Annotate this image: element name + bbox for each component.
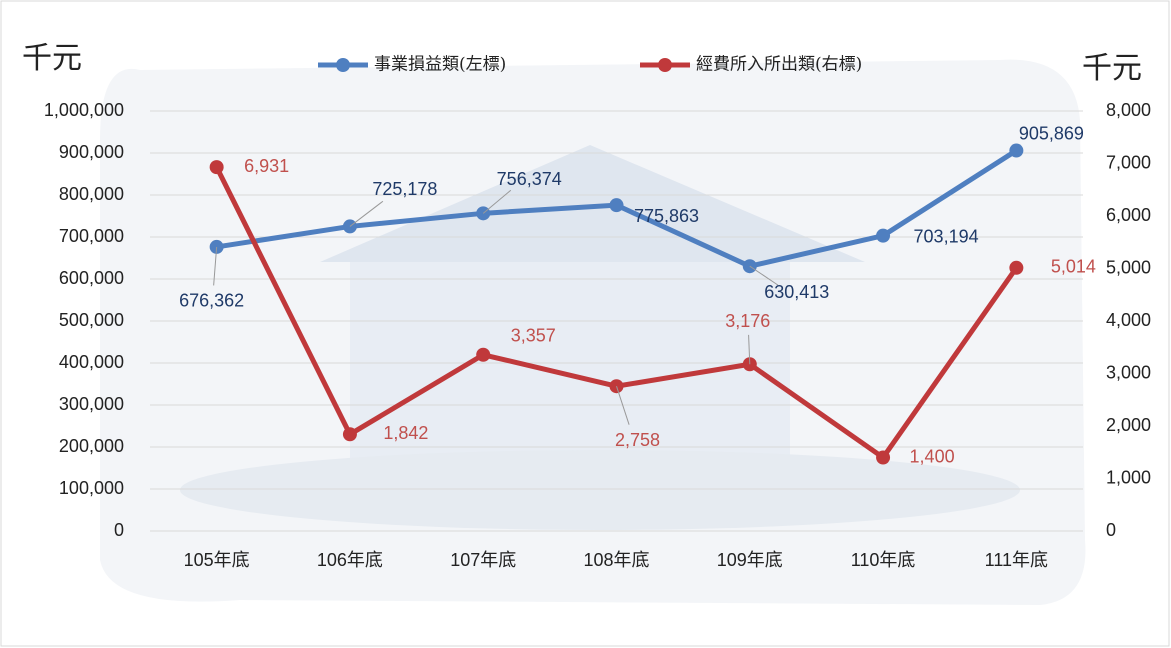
data-label: 703,194 bbox=[914, 226, 979, 246]
background-illustration bbox=[180, 450, 1020, 530]
data-label: 630,413 bbox=[764, 282, 829, 302]
legend-marker bbox=[658, 58, 672, 72]
data-label: 5,014 bbox=[1051, 257, 1096, 277]
y-tick-label: 0 bbox=[114, 520, 124, 540]
legend-label: 經費所入所出類(右標) bbox=[696, 55, 862, 75]
y-tick-label: 700,000 bbox=[59, 226, 124, 246]
data-label: 1,842 bbox=[383, 423, 428, 443]
y-tick-label: 1,000,000 bbox=[44, 100, 124, 120]
y2-tick-label: 5,000 bbox=[1106, 257, 1151, 277]
x-tick-label: 106年底 bbox=[317, 550, 383, 570]
data-label: 756,374 bbox=[497, 169, 562, 189]
leader-line bbox=[616, 386, 630, 425]
point bbox=[609, 198, 624, 213]
y-tick-label: 100,000 bbox=[59, 478, 124, 498]
data-label: 3,357 bbox=[511, 326, 556, 346]
y2-tick-label: 1,000 bbox=[1106, 467, 1151, 487]
y2-tick-label: 4,000 bbox=[1106, 310, 1151, 330]
point bbox=[209, 160, 224, 175]
y2-tick-label: 7,000 bbox=[1106, 152, 1151, 172]
y2-tick-label: 3,000 bbox=[1106, 362, 1151, 382]
x-tick-label: 105年底 bbox=[184, 550, 250, 570]
legend-marker bbox=[336, 58, 350, 72]
x-tick-label: 107年底 bbox=[450, 550, 516, 570]
y-tick-label: 200,000 bbox=[59, 436, 124, 456]
leader-line bbox=[748, 334, 751, 365]
point bbox=[1009, 260, 1024, 275]
data-label: 725,178 bbox=[372, 179, 437, 199]
y2-tick-label: 2,000 bbox=[1106, 415, 1151, 435]
x-tick-label: 109年底 bbox=[717, 550, 783, 570]
point bbox=[1009, 143, 1024, 158]
data-label: 6,931 bbox=[244, 156, 289, 176]
leader-line bbox=[213, 246, 218, 286]
y-tick-label: 400,000 bbox=[59, 352, 124, 372]
point bbox=[876, 228, 891, 243]
y-tick-label: 500,000 bbox=[59, 310, 124, 330]
point bbox=[342, 427, 357, 442]
y-tick-label: 800,000 bbox=[59, 184, 124, 204]
data-label: 676,362 bbox=[179, 291, 244, 311]
background-illustration bbox=[350, 262, 790, 472]
data-label: 3,176 bbox=[725, 311, 770, 331]
background-illustration bbox=[320, 145, 865, 262]
y-tick-label: 900,000 bbox=[59, 142, 124, 162]
x-tick-label: 111年底 bbox=[985, 550, 1048, 570]
leader-line bbox=[349, 200, 384, 227]
y2-tick-label: 6,000 bbox=[1106, 205, 1151, 225]
leader-line bbox=[482, 189, 512, 214]
x-tick-label: 110年底 bbox=[851, 550, 916, 570]
y-tick-label: 600,000 bbox=[59, 268, 124, 288]
data-label: 905,869 bbox=[1019, 123, 1084, 143]
y2-tick-label: 0 bbox=[1106, 520, 1116, 540]
point bbox=[476, 347, 491, 362]
leader-line bbox=[749, 265, 779, 286]
legend-label: 事業損益類(左標) bbox=[374, 55, 506, 75]
x-tick-label: 108年底 bbox=[583, 550, 649, 570]
point bbox=[876, 450, 891, 465]
data-label: 2,758 bbox=[615, 430, 660, 450]
data-label: 1,400 bbox=[910, 446, 955, 466]
data-label: 775,863 bbox=[634, 206, 699, 226]
y-unit-label: 千元 bbox=[22, 41, 82, 76]
y-tick-label: 300,000 bbox=[59, 394, 124, 414]
y2-unit-label: 千元 bbox=[1082, 51, 1142, 86]
y2-tick-label: 8,000 bbox=[1106, 100, 1151, 120]
